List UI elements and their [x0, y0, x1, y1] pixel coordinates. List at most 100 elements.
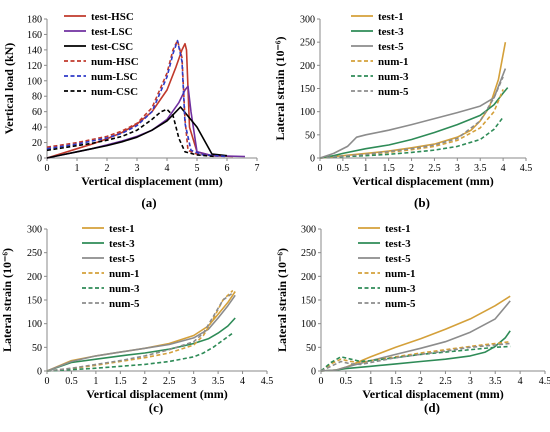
y-tick-label: 150 [301, 296, 316, 307]
y-tick-label: 0 [310, 154, 315, 165]
y-tick-label: 50 [306, 343, 316, 354]
y-tick-label: 100 [27, 76, 42, 87]
y-axis-label: Lateral strain (10⁻⁶) [273, 37, 287, 141]
legend-label: num-5 [385, 298, 416, 310]
x-tick-label: 0.5 [340, 376, 353, 387]
y-tick-label: 120 [27, 61, 42, 72]
x-tick-label: 2.5 [163, 376, 176, 387]
series-line-test-5 [46, 294, 236, 372]
x-tick-label: 5 [195, 163, 200, 174]
x-tick-label: 1 [93, 376, 98, 387]
legend-label: test-5 [385, 253, 411, 265]
y-tick-label: 250 [301, 248, 316, 259]
chart-panel-3: 0 50 100 150 200 250 300 0 0.5 1 1.5 2 2.5 3 3.5 4 4.5 Ve… [0, 223, 273, 415]
y-tick-label: 200 [300, 61, 315, 72]
x-tick-label: 6 [225, 163, 230, 174]
x-axis-label: Vertical displacement (mm) [352, 174, 494, 188]
x-tick-label: 3.5 [489, 376, 502, 387]
x-tick-label: 2.5 [428, 163, 441, 174]
y-tick-label: 0 [311, 367, 316, 378]
x-tick-label: 2 [142, 376, 147, 387]
legend-label: num-1 [385, 268, 416, 280]
x-tick-label: 3 [468, 376, 473, 387]
series-line-num-5 [320, 342, 511, 372]
x-tick-label: 3 [191, 376, 196, 387]
series-line-num-CSC [46, 108, 216, 158]
x-tick-label: 2.5 [439, 376, 452, 387]
y-axis-label: Lateral strain (10⁻⁶) [0, 248, 14, 352]
series-line-test-LSC [46, 85, 246, 159]
x-tick-label: 4 [240, 376, 245, 387]
legend-label: num-5 [109, 298, 140, 310]
x-tick-label: 4 [501, 163, 506, 174]
x-tick-label: 0 [45, 163, 50, 174]
y-tick-label: 100 [301, 319, 316, 330]
x-tick-label: 2 [105, 163, 110, 174]
y-tick-label: 50 [32, 343, 42, 354]
legend-label: test-3 [109, 238, 135, 250]
series-line-test-5 [319, 68, 507, 159]
y-axis-label: Vertical load (kN) [2, 43, 16, 135]
chart-panel-4: 0 50 100 150 200 250 300 0 0.5 1 1.5 2 2.5 3 3.5 4 4.5 Ve… [275, 223, 550, 415]
series-line-test-CSC [46, 106, 228, 159]
chart-panel-2: 0 50 100 150 200 250 300 0 0.5 1 1.5 2 2.5 3 3.5 4 4.5 Ve… [273, 11, 532, 210]
y-tick-label: 20 [32, 138, 42, 149]
y-tick-label: 200 [27, 272, 42, 283]
y-tick-label: 200 [301, 272, 316, 283]
x-tick-label: 4.5 [539, 376, 550, 387]
x-tick-label: 3.5 [212, 376, 225, 387]
legend-label: test-5 [109, 253, 135, 265]
y-tick-label: 180 [27, 15, 42, 26]
panel-caption: (b) [414, 195, 430, 210]
x-tick-label: 3 [135, 163, 140, 174]
series-line-num-5 [46, 292, 234, 372]
series-line-test-3 [319, 87, 509, 159]
panel-caption: (c) [149, 400, 163, 415]
y-tick-label: 250 [27, 248, 42, 259]
y-tick-label: 0 [37, 367, 42, 378]
series-line-test-1 [320, 295, 511, 372]
legend-label: test-1 [109, 223, 135, 235]
y-tick-label: 100 [27, 319, 42, 330]
x-tick-label: 0.5 [337, 163, 350, 174]
series-line-num-LSC [46, 39, 228, 158]
x-tick-label: 2 [409, 163, 414, 174]
y-tick-label: 250 [300, 38, 315, 49]
y-tick-label: 50 [305, 130, 315, 141]
legend-label: num-CSC [91, 86, 138, 98]
legend-label: num-3 [109, 283, 140, 295]
y-tick-label: 0 [37, 154, 42, 165]
x-axis-label: Vertical displacement (mm) [81, 174, 223, 188]
x-tick-label: 1.5 [382, 163, 395, 174]
y-tick-label: 150 [300, 84, 315, 95]
series-line-num-3 [46, 332, 234, 372]
y-tick-label: 300 [27, 225, 42, 236]
legend-label: num-1 [109, 268, 140, 280]
x-tick-label: 1 [75, 163, 80, 174]
legend-label: num-3 [385, 283, 416, 295]
y-axis-label: Lateral strain (10⁻⁶) [275, 248, 289, 352]
y-tick-label: 80 [32, 92, 42, 103]
legend-label: test-HSC [91, 11, 134, 23]
legend-label: test-1 [378, 11, 404, 23]
series-line-num-5 [319, 76, 504, 159]
series-line-test-3 [320, 330, 511, 372]
x-tick-label: 0 [319, 376, 324, 387]
x-tick-label: 1 [363, 163, 368, 174]
x-tick-label: 0 [45, 376, 50, 387]
x-tick-label: 4 [165, 163, 170, 174]
y-tick-label: 100 [300, 107, 315, 118]
legend-label: num-LSC [91, 71, 138, 83]
x-tick-label: 4.5 [520, 163, 533, 174]
y-tick-label: 60 [32, 107, 42, 118]
y-tick-label: 140 [27, 45, 42, 56]
y-tick-label: 40 [32, 123, 42, 134]
legend-label: test-5 [378, 41, 404, 53]
legend-label: test-CSC [91, 41, 133, 53]
y-tick-label: 300 [300, 15, 315, 26]
x-tick-label: 3 [455, 163, 460, 174]
x-tick-label: 0 [318, 163, 323, 174]
y-tick-label: 160 [27, 30, 42, 41]
series-line-num-3 [320, 345, 511, 372]
